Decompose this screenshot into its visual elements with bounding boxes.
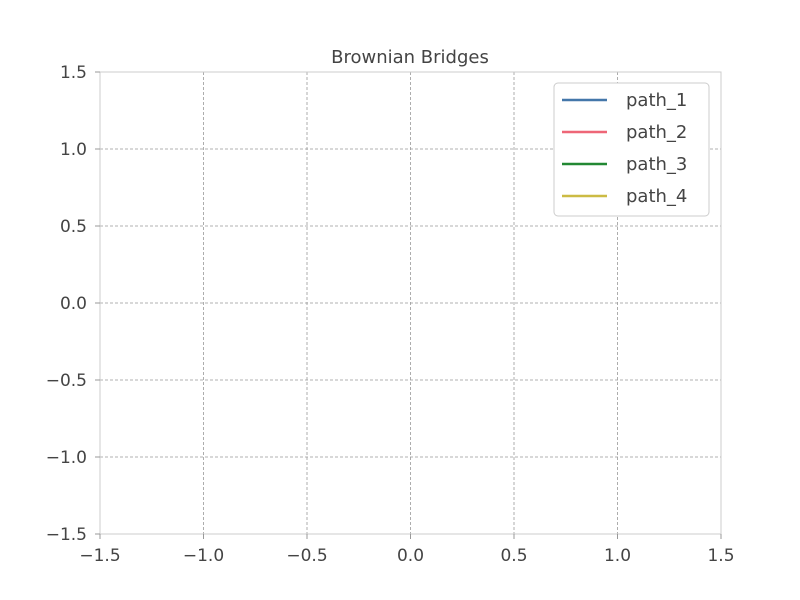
legend-label: path_4	[626, 186, 687, 207]
x-axis-tick-labels: −1.5 −1.0 −0.5 0.0 0.5 1.0 1.5	[79, 546, 734, 566]
y-tick-label: 1.5	[60, 63, 87, 83]
x-tick-label: 1.0	[604, 546, 631, 566]
legend-label: path_1	[626, 90, 687, 111]
legend: path_1 path_2 path_3 path_4	[553, 82, 710, 217]
x-tick-label: 1.5	[707, 546, 734, 566]
y-tick-label: −1.0	[46, 448, 87, 468]
x-tick-label: 0.5	[500, 546, 527, 566]
y-tick-label: 0.5	[60, 217, 87, 237]
chart-title: Brownian Bridges	[331, 47, 489, 68]
y-tick-label: −0.5	[46, 371, 87, 391]
legend-label: path_3	[626, 154, 687, 175]
y-tick-label: 1.0	[60, 140, 87, 160]
legend-box	[553, 82, 710, 217]
axis-ticks	[95, 71, 722, 539]
y-tick-label: 0.0	[60, 294, 87, 314]
x-tick-label: −1.0	[183, 546, 224, 566]
legend-label: path_2	[626, 122, 687, 143]
x-tick-label: −1.5	[79, 546, 120, 566]
y-tick-label: −1.5	[46, 525, 87, 545]
x-tick-label: −0.5	[286, 546, 327, 566]
y-axis-tick-labels: −1.5 −1.0 −0.5 0.0 0.5 1.0 1.5	[46, 63, 87, 545]
x-tick-label: 0.0	[397, 546, 424, 566]
